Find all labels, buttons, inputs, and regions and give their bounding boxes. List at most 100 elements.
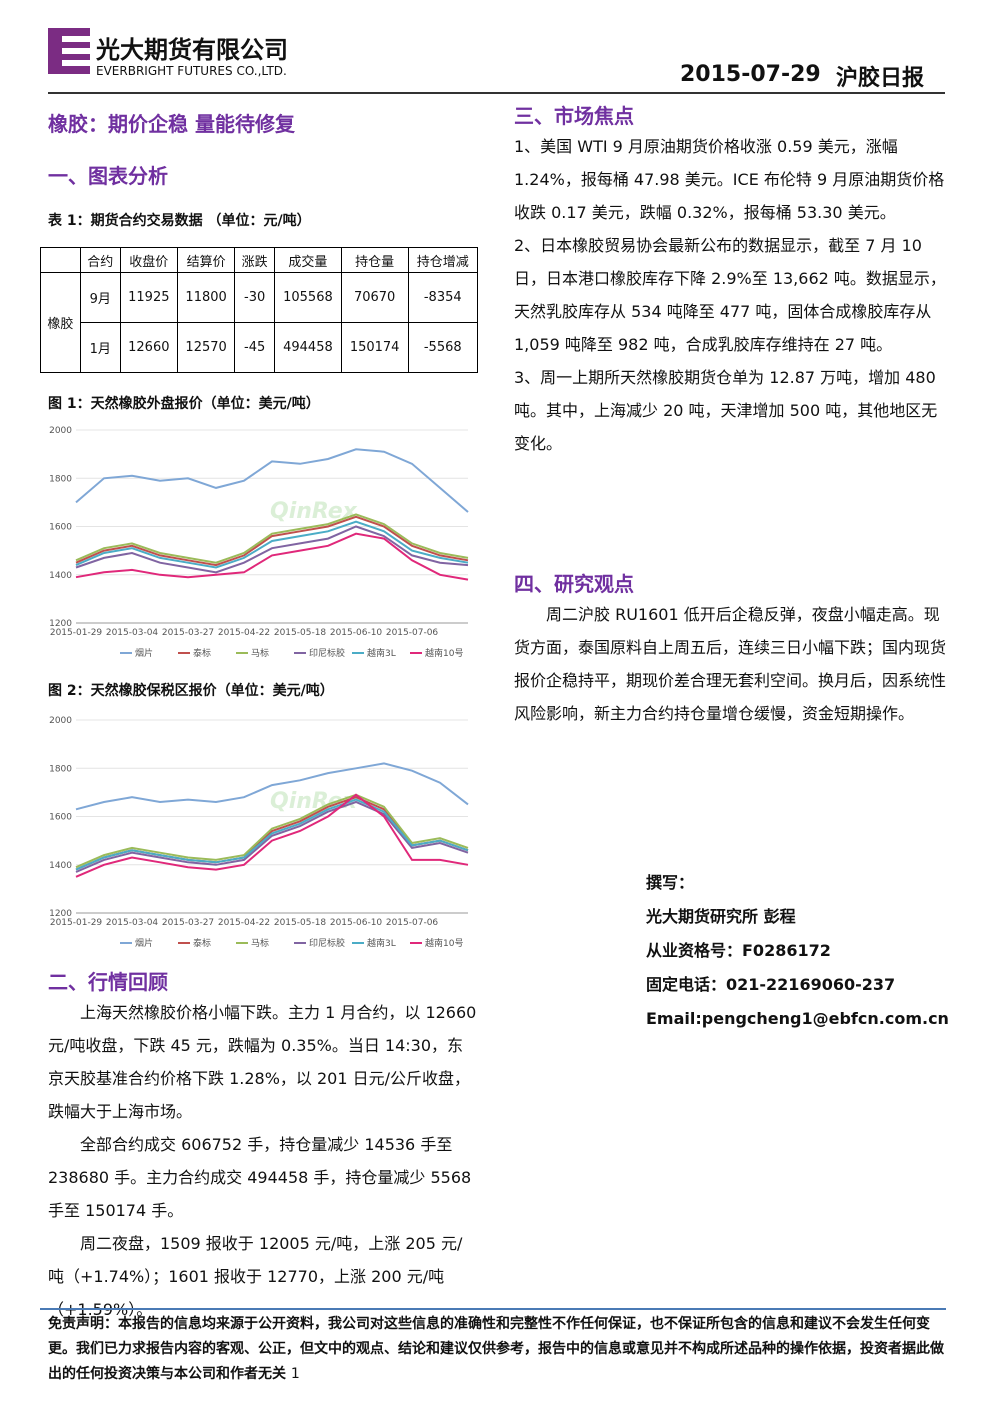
x-tick-label: 2015-03-27 bbox=[162, 918, 214, 928]
legend-label: 泰标 bbox=[193, 647, 211, 659]
legend-label: 越南10号 bbox=[425, 647, 463, 659]
cell: 105568 bbox=[274, 272, 342, 323]
group-cell: 橡胶 bbox=[40, 272, 81, 373]
paragraph: 周二沪胶 RU1601 低开后企稳反弹，夜盘小幅走高。现货方面，泰国原料自上周五… bbox=[514, 605, 947, 723]
footer-rule bbox=[40, 1308, 946, 1310]
y-tick-label: 1400 bbox=[49, 571, 72, 581]
author-line: 固定电话：021-22169060-237 bbox=[646, 975, 896, 994]
legend-label: 马标 bbox=[251, 937, 269, 949]
company-cn: 光大期货有限公司 bbox=[96, 36, 288, 64]
series-line bbox=[75, 448, 469, 513]
y-tick-label: 1600 bbox=[49, 813, 72, 823]
series-line bbox=[75, 515, 469, 567]
cell: 1月 bbox=[79, 322, 121, 373]
section-title: 四、研究观点 bbox=[514, 572, 634, 596]
series-line bbox=[75, 793, 469, 869]
x-tick-label: 2015-05-18 bbox=[274, 918, 327, 928]
x-tick-label: 2015-01-29 bbox=[50, 628, 103, 638]
x-tick-label: 2015-07-06 bbox=[386, 918, 439, 928]
report-name: 沪胶日报 bbox=[836, 66, 925, 91]
y-tick-label: 1200 bbox=[49, 909, 72, 919]
series-line bbox=[75, 525, 469, 574]
figure-caption: 图 2：天然橡胶保税区报价（单位：美元/吨） bbox=[48, 683, 334, 699]
y-tick-label: 1800 bbox=[49, 764, 72, 774]
cell: 12660 bbox=[119, 322, 178, 373]
paragraph: 周二夜盘，1509 报收于 12005 元/吨，上涨 205 元/吨（+1.74… bbox=[48, 1234, 463, 1319]
page-number: 1 bbox=[290, 1366, 300, 1382]
series-line bbox=[75, 798, 469, 871]
series-line bbox=[75, 800, 469, 873]
corner bbox=[40, 247, 81, 273]
col-head: 持仓增减 bbox=[407, 247, 479, 273]
header-rule bbox=[48, 92, 945, 94]
author-line: 撰写： bbox=[646, 873, 695, 892]
legend-label: 泰标 bbox=[193, 937, 211, 949]
list-item: 2、日本橡胶贸易协会最新公布的数据显示，截至 7 月 10 日，日本港口橡胶库存… bbox=[514, 236, 946, 354]
section-title: 二、行情回顾 bbox=[48, 970, 168, 994]
series-line bbox=[75, 520, 469, 569]
x-tick-label: 2015-03-04 bbox=[106, 628, 159, 638]
y-tick-label: 1800 bbox=[49, 474, 72, 484]
cell: -45 bbox=[234, 322, 276, 373]
col-head: 收盘价 bbox=[119, 247, 178, 273]
author-line: 从业资格号：F0286172 bbox=[646, 941, 831, 960]
col-head: 持仓量 bbox=[340, 247, 409, 273]
y-tick-label: 2000 bbox=[49, 426, 72, 436]
legend-label: 印尼标胶 bbox=[309, 937, 345, 949]
cell: 12570 bbox=[176, 322, 236, 373]
y-tick-label: 1600 bbox=[49, 523, 72, 533]
x-tick-label: 2015-03-04 bbox=[106, 918, 159, 928]
author-block: 撰写： 光大期货研究所 彭程 从业资格号：F0286172 固定电话：021-2… bbox=[646, 866, 949, 1036]
y-tick-label: 1200 bbox=[49, 619, 72, 629]
x-tick-label: 2015-03-27 bbox=[162, 628, 214, 638]
series-line bbox=[75, 793, 469, 878]
paragraph: 全部合约成交 606752 手，持仓量减少 14536 手至 238680 手。… bbox=[48, 1135, 472, 1220]
cell: -30 bbox=[234, 272, 276, 323]
x-tick-label: 2015-04-22 bbox=[218, 628, 270, 638]
list-item: 3、周一上期所天然橡胶期货仓单为 12.87 万吨，增加 480 吨。其中，上海… bbox=[514, 368, 938, 453]
company-en: EVERBRIGHT FUTURES CO.,LTD. bbox=[96, 64, 287, 78]
x-tick-label: 2015-07-06 bbox=[386, 628, 439, 638]
legend-label: 越南3L bbox=[367, 647, 396, 659]
col-head: 结算价 bbox=[176, 247, 236, 273]
section-title: 三、市场焦点 bbox=[514, 104, 634, 128]
y-tick-label: 1400 bbox=[49, 861, 72, 871]
x-tick-label: 2015-04-22 bbox=[218, 918, 270, 928]
legend-label: 越南3L bbox=[367, 937, 396, 949]
table-caption: 表 1：期货合约交易数据 （单位：元/吨） bbox=[48, 213, 311, 229]
section-title: 一、图表分析 bbox=[48, 164, 168, 188]
cell: -8354 bbox=[407, 272, 479, 323]
list-item: 1、美国 WTI 9 月原油期货价格收涨 0.59 美元，涨幅 1.24%，报每… bbox=[514, 137, 945, 222]
cell: 494458 bbox=[274, 322, 342, 373]
headline: 橡胶：期价企稳 量能待修复 bbox=[48, 112, 295, 136]
x-tick-label: 2015-01-29 bbox=[50, 918, 103, 928]
author-line: 光大期货研究所 彭程 bbox=[646, 907, 796, 926]
legend-label: 烟片 bbox=[135, 647, 153, 659]
col-head: 成交量 bbox=[274, 247, 342, 273]
cell: 150174 bbox=[340, 322, 409, 373]
cell: 70670 bbox=[340, 272, 409, 323]
x-tick-label: 2015-05-18 bbox=[274, 628, 327, 638]
section-body: 上海天然橡胶价格小幅下跌。主力 1 月合约，以 12660 元/吨收盘，下跌 4… bbox=[48, 996, 478, 1326]
col-head: 合约 bbox=[79, 247, 121, 273]
legend-label: 烟片 bbox=[135, 937, 153, 949]
series-line bbox=[75, 513, 469, 564]
disclaimer: 免责声明：本报告的信息均来源于公开资料，我公司对这些信息的准确性和完整性不作任何… bbox=[48, 1312, 946, 1387]
author-line: Email:pengcheng1@ebfcn.com.cn bbox=[646, 1009, 949, 1028]
cell: 9月 bbox=[79, 272, 121, 323]
report-date: 2015-07-29 bbox=[680, 62, 821, 87]
logo bbox=[48, 28, 90, 74]
series-line bbox=[75, 762, 469, 811]
legend-label: 印尼标胶 bbox=[309, 647, 345, 659]
col-head: 涨跌 bbox=[234, 247, 276, 273]
y-tick-label: 2000 bbox=[49, 716, 72, 726]
legend-label: 越南10号 bbox=[425, 937, 463, 949]
disclaimer-text: 免责声明：本报告的信息均来源于公开资料，我公司对这些信息的准确性和完整性不作任何… bbox=[48, 1316, 944, 1382]
cell: -5568 bbox=[407, 322, 479, 373]
x-tick-label: 2015-06-10 bbox=[330, 918, 383, 928]
cell: 11925 bbox=[119, 272, 178, 323]
legend-label: 马标 bbox=[251, 647, 269, 659]
x-tick-label: 2015-06-10 bbox=[330, 628, 383, 638]
